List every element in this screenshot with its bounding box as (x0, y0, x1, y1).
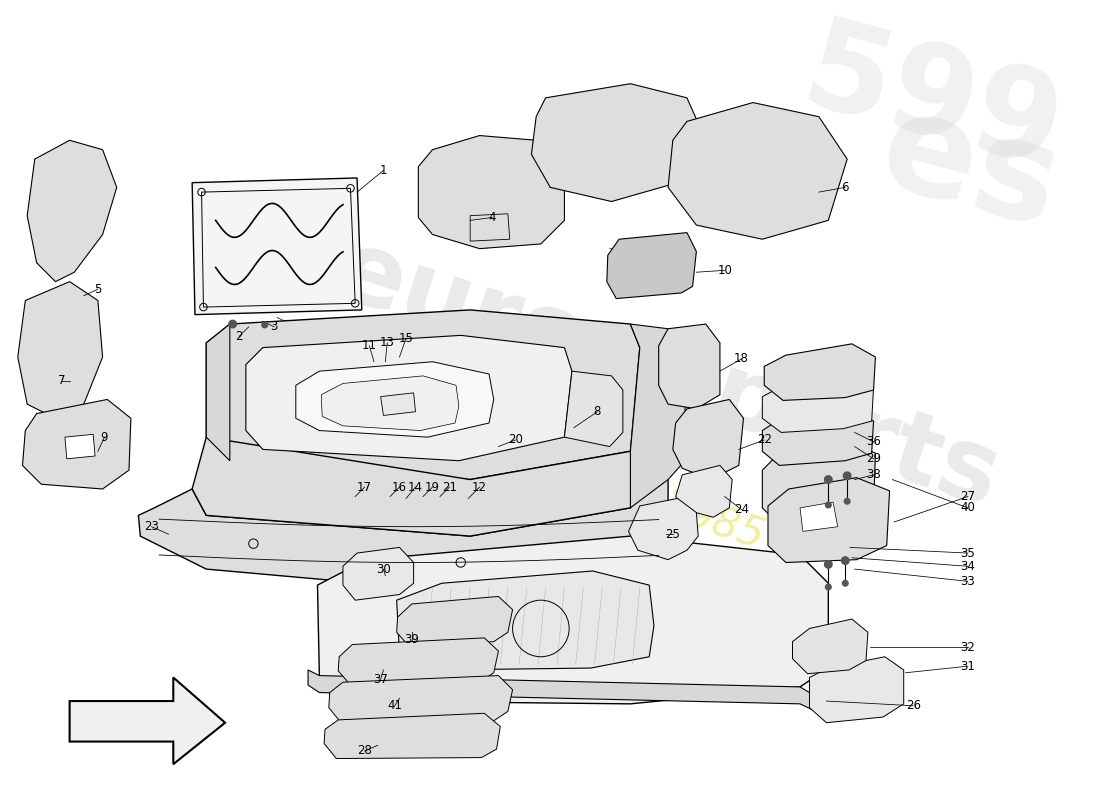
Circle shape (825, 502, 832, 508)
Polygon shape (810, 657, 904, 722)
Text: 599: 599 (790, 10, 1074, 194)
Text: 9: 9 (101, 430, 108, 444)
Polygon shape (321, 376, 459, 430)
Text: 2: 2 (235, 330, 243, 342)
Text: 6: 6 (842, 181, 849, 194)
Text: 22: 22 (757, 434, 772, 446)
Text: 31: 31 (960, 660, 976, 673)
Text: 38: 38 (866, 468, 881, 482)
Text: 7: 7 (58, 374, 66, 387)
Polygon shape (673, 399, 744, 479)
Polygon shape (69, 678, 226, 764)
Text: 5: 5 (95, 282, 101, 296)
Circle shape (825, 584, 832, 590)
Text: 23: 23 (144, 520, 159, 533)
Polygon shape (397, 597, 513, 647)
Text: 1: 1 (379, 164, 387, 177)
Circle shape (843, 581, 848, 586)
Polygon shape (308, 670, 824, 715)
Polygon shape (659, 324, 719, 409)
Text: 25: 25 (666, 528, 680, 541)
Text: 32: 32 (960, 641, 976, 654)
Circle shape (842, 557, 849, 564)
Polygon shape (628, 498, 698, 560)
Polygon shape (668, 102, 847, 239)
Text: 29: 29 (866, 452, 881, 466)
Text: 12: 12 (472, 481, 487, 494)
Polygon shape (607, 233, 696, 298)
Text: 35: 35 (960, 546, 976, 559)
Polygon shape (343, 547, 414, 600)
Text: 19: 19 (425, 481, 440, 494)
Text: 34: 34 (960, 560, 976, 573)
Polygon shape (246, 335, 572, 461)
Text: 27: 27 (960, 490, 976, 503)
Circle shape (825, 561, 832, 568)
Polygon shape (65, 434, 95, 459)
Circle shape (229, 320, 236, 328)
Text: 30: 30 (376, 562, 390, 575)
Polygon shape (207, 324, 230, 461)
Text: 11: 11 (362, 339, 377, 352)
Polygon shape (800, 502, 838, 531)
Text: 21: 21 (442, 481, 456, 494)
Polygon shape (630, 324, 685, 508)
Polygon shape (381, 393, 416, 415)
Text: 8: 8 (594, 405, 601, 418)
Polygon shape (768, 478, 890, 562)
Polygon shape (192, 437, 649, 536)
Text: 17: 17 (358, 481, 372, 494)
Text: europaparts: europaparts (324, 223, 1012, 529)
Polygon shape (792, 619, 868, 674)
Text: 24: 24 (734, 503, 749, 516)
Polygon shape (564, 371, 623, 446)
Polygon shape (418, 135, 564, 249)
Text: 10: 10 (717, 264, 733, 277)
Text: 15: 15 (398, 332, 414, 345)
Text: es: es (867, 81, 1072, 257)
Text: 40: 40 (960, 502, 976, 514)
Circle shape (262, 322, 267, 328)
Polygon shape (675, 466, 733, 518)
Polygon shape (296, 362, 494, 437)
Text: 13: 13 (379, 336, 395, 350)
Polygon shape (207, 310, 640, 479)
Circle shape (845, 498, 850, 504)
Polygon shape (192, 178, 362, 314)
Polygon shape (338, 638, 498, 685)
Text: a passion since 1985: a passion since 1985 (340, 382, 770, 558)
Text: 16: 16 (392, 481, 407, 494)
Text: 33: 33 (960, 575, 976, 588)
Polygon shape (324, 714, 500, 758)
Text: 4: 4 (488, 211, 496, 224)
Text: 39: 39 (405, 634, 419, 646)
Text: 37: 37 (373, 673, 388, 686)
Polygon shape (764, 344, 876, 400)
Polygon shape (762, 408, 873, 466)
Text: 20: 20 (508, 434, 522, 446)
Polygon shape (139, 475, 668, 593)
Polygon shape (28, 140, 117, 282)
Text: 36: 36 (866, 435, 881, 448)
Text: 3: 3 (271, 320, 278, 334)
Circle shape (825, 476, 832, 483)
Text: 26: 26 (905, 699, 921, 712)
Polygon shape (762, 440, 876, 525)
Polygon shape (762, 374, 873, 433)
Polygon shape (329, 675, 513, 722)
Polygon shape (22, 399, 131, 489)
Polygon shape (201, 188, 355, 307)
Text: 41: 41 (387, 699, 403, 712)
Polygon shape (18, 282, 102, 418)
Polygon shape (531, 84, 706, 202)
Text: 14: 14 (408, 481, 424, 494)
Polygon shape (318, 536, 828, 704)
Text: 18: 18 (734, 353, 749, 366)
Circle shape (844, 472, 851, 479)
Polygon shape (397, 571, 654, 670)
Polygon shape (470, 214, 509, 241)
Text: 28: 28 (358, 745, 372, 758)
